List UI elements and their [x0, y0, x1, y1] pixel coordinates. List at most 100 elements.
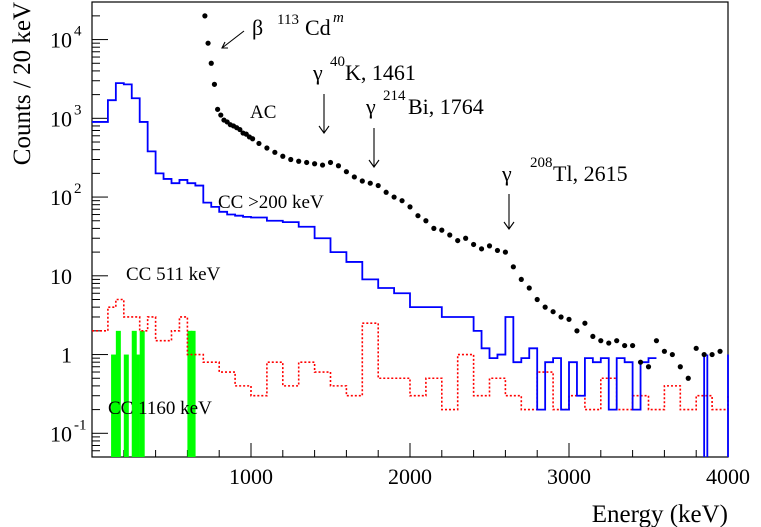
ac-point: [637, 359, 644, 365]
ac-point: [534, 296, 540, 303]
x-tick-labels: 1000 2000 3000 4000: [229, 464, 750, 489]
series-cc-200-kev: [92, 82, 729, 457]
series-label-cc-200: CC >200 keV: [218, 192, 324, 213]
ac-point: [407, 204, 413, 210]
ac-point: [280, 153, 286, 159]
ac-point: [614, 338, 620, 344]
y-axis-label: Counts / 20 keV: [9, 2, 36, 165]
green-bar: [134, 354, 140, 457]
svg-text:K, 1461: K, 1461: [345, 60, 416, 85]
green-bar: [187, 330, 193, 457]
ac-point: [211, 81, 218, 87]
ac-point: [486, 243, 493, 249]
ac-point: [447, 232, 453, 238]
ac-point: [709, 351, 715, 358]
ac-point: [383, 189, 389, 195]
ac-point: [542, 304, 548, 310]
green-bar: [190, 330, 196, 457]
ac-point: [693, 345, 699, 351]
ac-point: [264, 145, 270, 151]
ac-point: [661, 348, 668, 354]
ac-point: [478, 246, 485, 252]
blue-step-line: [92, 82, 657, 411]
svg-text:113: 113: [277, 12, 299, 28]
ac-point: [494, 247, 501, 254]
svg-text:γ: γ: [312, 60, 323, 85]
ac-point: [208, 60, 214, 66]
svg-text:γ: γ: [365, 94, 376, 119]
ac-point: [249, 136, 256, 142]
ac-point: [566, 316, 572, 322]
x-tick-label: 1000: [229, 464, 273, 489]
series-label-cc-1160: CC 1160 keV: [108, 398, 212, 419]
annotation-cd113m: β 113 Cd m: [221, 10, 344, 49]
ac-point: [558, 314, 564, 320]
ac-point: [296, 158, 302, 164]
ac-point: [237, 126, 243, 133]
svg-text:m: m: [333, 10, 344, 26]
ac-point: [598, 338, 604, 344]
ac-point: [502, 249, 508, 255]
ac-point: [415, 213, 421, 219]
annotation-bi214: γ 214 Bi, 1764: [365, 88, 484, 168]
ac-point: [343, 169, 349, 175]
ac-point: [391, 194, 397, 200]
green-bar: [131, 330, 137, 457]
annotation-k40: γ 40 K, 1461: [312, 54, 416, 134]
svg-text:214: 214: [383, 88, 406, 104]
svg-text:40: 40: [330, 54, 345, 70]
green-bar: [139, 330, 145, 457]
ac-point: [312, 161, 318, 167]
ac-point: [205, 40, 211, 46]
x-axis-label: Energy (keV): [592, 501, 728, 527]
y-tick-exponent: 3: [74, 102, 82, 118]
y-tick-label: 1: [61, 343, 72, 368]
ac-point: [653, 338, 660, 344]
green-bar: [115, 330, 121, 457]
ac-point: [218, 112, 224, 118]
x-tick-label: 4000: [706, 464, 750, 489]
ac-point: [399, 198, 405, 204]
ac-point: [701, 351, 707, 358]
ac-point: [669, 351, 675, 358]
ac-point: [431, 225, 437, 231]
y-tick-label: 10: [50, 421, 72, 446]
ac-point: [335, 163, 342, 169]
ac-point: [215, 106, 221, 112]
x-tick-label: 2000: [388, 464, 432, 489]
ac-point: [518, 276, 524, 283]
y-tick-exponent: -1: [74, 417, 87, 433]
ac-point: [677, 364, 683, 370]
svg-text:208: 208: [530, 155, 553, 171]
ac-point: [304, 159, 310, 166]
green-bar: [111, 354, 117, 457]
ac-point: [574, 328, 580, 334]
annotation-tl208: γ 208 Tl, 2615: [501, 155, 628, 230]
ac-point: [439, 227, 445, 233]
ac-point: [327, 159, 334, 166]
green-bar: [123, 354, 129, 457]
ac-point: [375, 182, 381, 189]
svg-text:Cd: Cd: [305, 15, 331, 40]
y-tick-label: 10: [50, 264, 72, 289]
series-cc-1160-kev: [111, 330, 196, 457]
series-label-cc-511: CC 511 keV: [126, 264, 221, 285]
ac-point: [622, 342, 628, 349]
y-tick-label: 10: [50, 106, 72, 131]
ac-point: [471, 241, 477, 248]
ac-point: [423, 218, 429, 224]
ac-point: [645, 364, 652, 370]
y-tick-label: 10: [50, 28, 72, 53]
ac-point: [272, 149, 278, 155]
ac-point: [510, 264, 516, 270]
ac-point: [359, 178, 365, 184]
ac-point: [550, 309, 556, 315]
ac-point: [582, 320, 588, 326]
series-ac: [202, 13, 723, 381]
ac-point: [256, 140, 262, 147]
ac-point: [526, 285, 532, 291]
x-tick-label: 3000: [547, 464, 591, 489]
y-tick-exponent: 2: [74, 181, 82, 197]
ac-point: [685, 375, 691, 381]
